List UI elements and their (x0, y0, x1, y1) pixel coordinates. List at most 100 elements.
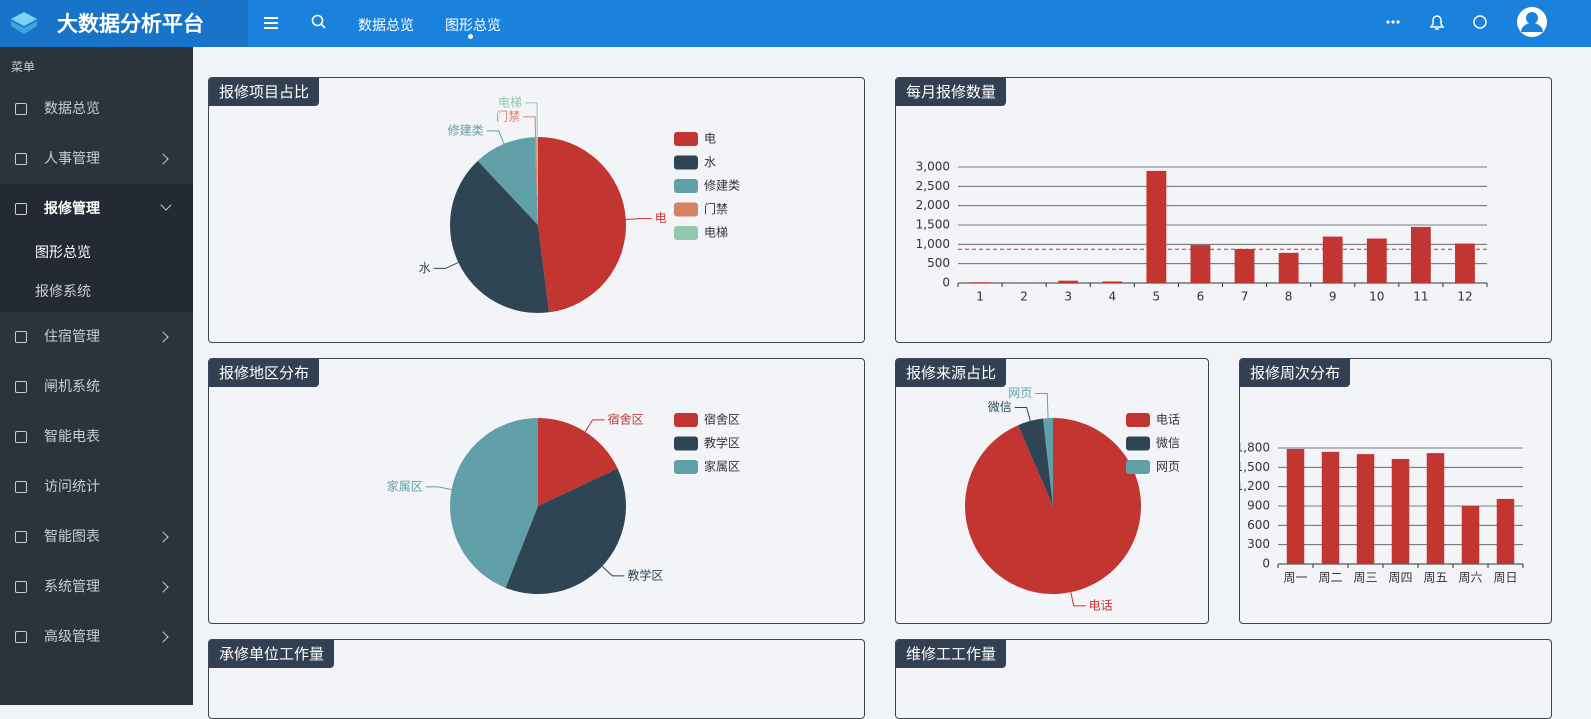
y-tick-label: 3,000 (916, 160, 950, 174)
x-tick-label: 5 (1153, 290, 1161, 304)
x-tick-label: 10 (1369, 290, 1384, 304)
submenu-item[interactable]: 报修系统 (0, 273, 193, 312)
panel: 03006009001,2001,5001,800周一周二周三周四周五周六周日报… (1239, 358, 1552, 624)
legend-swatch (674, 132, 698, 146)
label-line (626, 219, 652, 220)
y-tick-label: 1,200 (1240, 479, 1270, 493)
legend-label: 微信 (1156, 436, 1180, 450)
menu-item[interactable]: 人事管理 (0, 134, 193, 184)
menu-item[interactable]: 智能图表 (0, 512, 193, 562)
slice-label: 电 (655, 211, 667, 225)
theme-icon[interactable] (1474, 16, 1486, 28)
x-tick-label: 周二 (1318, 571, 1342, 585)
menu-arrow (157, 581, 168, 592)
bar (1462, 506, 1480, 564)
menu-item[interactable]: 高级管理 (0, 612, 193, 662)
menu-item[interactable]: 数据总览 (0, 84, 193, 134)
search-icon[interactable] (311, 14, 327, 30)
panel: 电话电话微信微信网页网页报修来源占比 (895, 358, 1209, 624)
menu-arrow (157, 531, 168, 542)
slice-label: 家属区 (387, 478, 423, 493)
menu-icon (15, 531, 27, 543)
legend-swatch (674, 413, 698, 427)
x-tick-label: 4 (1108, 290, 1116, 304)
bar (1392, 459, 1410, 564)
panel-title: 承修单位工作量 (209, 640, 334, 668)
menu-icon (15, 631, 27, 643)
bell-icon[interactable] (1431, 16, 1443, 29)
x-tick-label: 7 (1241, 290, 1249, 304)
x-tick-label: 周四 (1388, 571, 1412, 585)
legend-swatch (674, 226, 698, 240)
menu-item[interactable]: 闸机系统 (0, 362, 193, 412)
slice-label: 水 (419, 261, 431, 275)
label-line (1035, 393, 1048, 418)
panel-title: 报修地区分布 (209, 359, 319, 387)
label-line (487, 131, 504, 144)
x-tick-label: 周三 (1353, 571, 1377, 585)
y-tick-label: 1,500 (916, 218, 950, 232)
menu-arrow (157, 153, 168, 164)
bar (1146, 171, 1166, 283)
app-title: 大数据分析平台 (57, 8, 204, 38)
legend-label: 电话 (1156, 413, 1180, 427)
menu-item[interactable]: 智能电表 (0, 412, 193, 462)
panel: 宿舍区宿舍区教学区教学区家属区家属区报修地区分布 (208, 358, 865, 624)
legend-label: 教学区 (704, 435, 740, 450)
header: 大数据分析平台 数据总览 图形总览 (0, 0, 1591, 47)
menu-icon (15, 103, 27, 115)
panel: 维修工工作量 (895, 639, 1552, 719)
label-line (1015, 407, 1031, 421)
legend-label: 修建类 (704, 178, 740, 193)
more-icon[interactable] (1386, 20, 1399, 23)
y-tick-label: 500 (927, 256, 950, 270)
menu-text: 住宿管理 (44, 312, 100, 362)
submenu-item[interactable]: 图形总览 (0, 234, 193, 273)
nav-link[interactable]: 数据总览 (358, 15, 414, 35)
y-tick-label: 0 (1262, 557, 1270, 571)
menu-icon (15, 431, 27, 443)
x-tick-label: 6 (1197, 290, 1205, 304)
chart: 宿舍区宿舍区教学区教学区家属区家属区 (209, 359, 865, 624)
label-line (426, 487, 452, 490)
menu-icon (15, 203, 27, 215)
menu-item[interactable]: 住宿管理 (0, 312, 193, 362)
menu-item[interactable]: 访问统计 (0, 462, 193, 512)
y-tick-label: 2,500 (916, 179, 950, 193)
x-tick-label: 9 (1329, 290, 1337, 304)
menu-text: 报修管理 (44, 184, 100, 234)
nav-link[interactable]: 图形总览 (445, 15, 501, 35)
y-tick-label: 1,000 (916, 237, 950, 251)
legend-swatch (1126, 460, 1150, 474)
x-tick-label: 周六 (1458, 571, 1482, 585)
x-tick-label: 周日 (1493, 571, 1517, 585)
panel-title: 报修项目占比 (209, 78, 319, 106)
legend-label: 电 (704, 132, 716, 146)
legend-swatch (674, 203, 698, 217)
label-line (1071, 592, 1086, 606)
legend-label: 水 (704, 155, 716, 169)
bar (970, 282, 990, 283)
legend-swatch (1126, 413, 1150, 427)
menu-item[interactable]: 系统管理 (0, 562, 193, 612)
legend-swatch (674, 460, 698, 474)
x-tick-label: 周一 (1283, 571, 1307, 585)
avatar[interactable] (1517, 7, 1547, 37)
bar (1411, 227, 1431, 283)
bar (1058, 281, 1078, 283)
menu-text: 高级管理 (44, 612, 100, 662)
menu-item[interactable]: 报修管理 (0, 184, 193, 234)
panel-title: 维修工工作量 (896, 640, 1006, 668)
logo-icon (9, 9, 39, 39)
slice-label: 教学区 (627, 567, 663, 582)
menu-toggle[interactable] (264, 16, 280, 30)
slice-label: 电梯 (498, 95, 522, 109)
label-line (434, 262, 459, 268)
slice-label: 修建类 (448, 122, 484, 137)
legend-swatch (674, 156, 698, 170)
bar (1497, 499, 1515, 564)
